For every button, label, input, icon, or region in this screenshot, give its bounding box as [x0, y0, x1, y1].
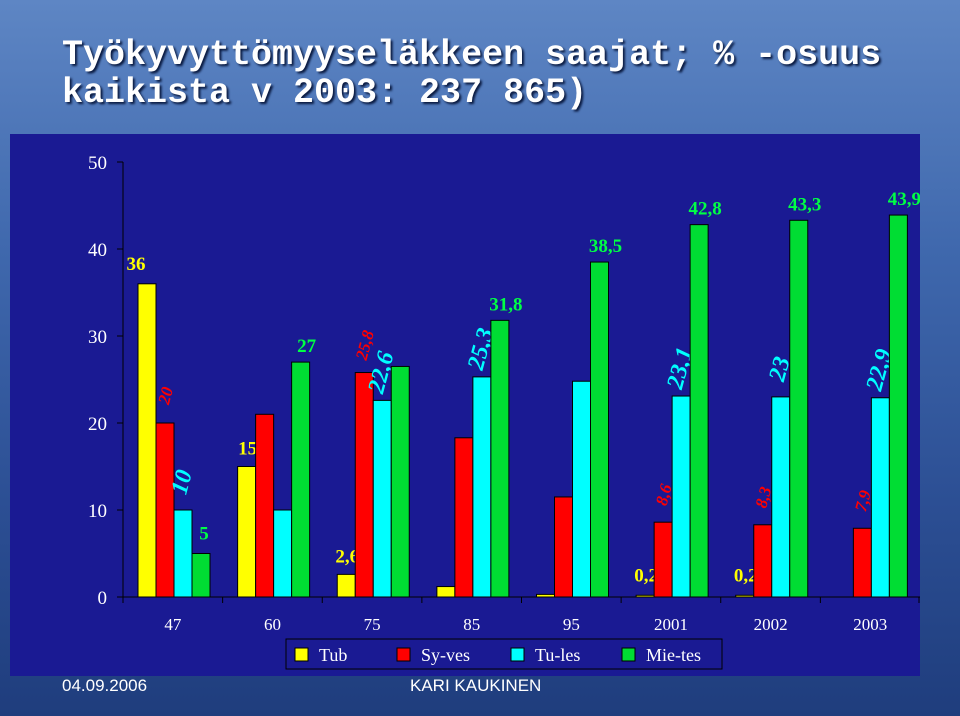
x-tick-label: 2002: [754, 615, 788, 634]
data-label: 36: [127, 254, 146, 275]
legend-label-mie-tes: Mie-tes: [646, 645, 701, 665]
x-tick-label: 2001: [654, 615, 688, 634]
legend-swatch-mie-tes: [621, 647, 636, 662]
bar-tub-95: [536, 593, 555, 598]
bar-sy-ves-47: [155, 422, 175, 598]
y-tick-label: 0: [98, 588, 108, 609]
bar-mie-tes-95: [590, 261, 609, 598]
data-label: 31,8: [489, 294, 522, 315]
bar-sy-ves-75: [354, 372, 374, 598]
bar-tub-60: [237, 466, 257, 598]
y-tick-label: 30: [88, 327, 107, 348]
footer-date: 04.09.2006: [62, 676, 148, 695]
legend-label-tu-les: Tu-les: [535, 645, 580, 665]
slide-title: Työkyvyttömyyseläkkeen saajat; % -osuus …: [62, 35, 882, 113]
bar-tu-les-2003: [870, 397, 890, 598]
data-label: 43,3: [788, 194, 821, 215]
chart-frame: 0 10 20 30 40 50 47 36 20 10 5 60 15 27 75 2,6 25,8 22,6 8…: [10, 134, 920, 676]
bar-tu-les-2001: [671, 395, 691, 598]
bar-tu-les-60: [273, 509, 293, 598]
legend-label-tub: Tub: [319, 645, 347, 665]
bar-mie-tes-75: [390, 365, 410, 598]
legend-swatch-tub: [294, 647, 309, 662]
bar-tu-les-2002: [771, 396, 791, 598]
x-tick-label: 95: [563, 615, 580, 634]
bar-sy-ves-60: [255, 413, 275, 598]
x-tick-label: 85: [463, 615, 480, 634]
bar-sy-ves-95: [554, 496, 573, 598]
x-tick-label: 47: [164, 615, 182, 634]
bar-tub-47: [137, 283, 157, 598]
legend-swatch-sy-ves: [396, 647, 411, 662]
data-label: 38,5: [589, 236, 622, 257]
y-tick-label: 40: [88, 240, 107, 261]
bar-mie-tes-47: [191, 553, 211, 598]
bar-sy-ves-2001: [653, 521, 673, 598]
bar-mie-tes-2003: [888, 214, 908, 598]
bar-mie-tes-2002: [789, 219, 809, 598]
data-label: 2,6: [335, 546, 359, 567]
legend-swatch-tu-les: [510, 647, 525, 662]
data-label: 0,2: [634, 565, 658, 586]
y-tick-label: 20: [88, 414, 107, 435]
bar-tub-85: [436, 586, 456, 598]
y-tick-label: 50: [88, 153, 107, 174]
bar-tub-2001: [635, 594, 655, 598]
x-tick-label: 75: [364, 615, 381, 634]
data-label: 5: [199, 524, 209, 545]
bar-tu-les-85: [472, 376, 492, 598]
bar-tu-les-75: [372, 399, 392, 598]
bar-sy-ves-2002: [753, 524, 773, 598]
legend-box: [285, 638, 723, 670]
data-label: 0,2: [734, 565, 758, 586]
data-label: 27: [297, 336, 317, 357]
bar-sy-ves-2003: [852, 527, 872, 598]
data-label: 8,3: [752, 484, 776, 510]
bar-tub-75: [336, 573, 356, 598]
bar-tu-les-95: [572, 380, 591, 598]
bar-sy-ves-85: [454, 437, 474, 598]
bar-mie-tes-60: [291, 361, 311, 598]
bar-mie-tes-2001: [689, 224, 709, 598]
data-label: 20: [154, 384, 177, 407]
data-label: 8,6: [652, 482, 676, 508]
data-label: 43,9: [888, 189, 920, 210]
legend-label-sy-ves: Sy-ves: [421, 645, 470, 665]
bar-mie-tes-85: [490, 319, 510, 598]
data-label: 15: [238, 439, 257, 460]
data-label: 42,8: [689, 199, 722, 220]
x-tick-label: 2003: [853, 615, 887, 634]
data-label: 7,9: [851, 488, 875, 514]
bar-tu-les-47: [173, 509, 193, 598]
x-tick-label: 60: [264, 615, 281, 634]
data-label: 10: [167, 467, 198, 497]
bar-tub-2002: [735, 594, 755, 598]
bar-chart: 01020304050473620105601527752,625,822,68…: [88, 153, 920, 670]
footer-author: KARI KAUKINEN: [410, 676, 542, 695]
y-tick-label: 10: [88, 501, 107, 522]
